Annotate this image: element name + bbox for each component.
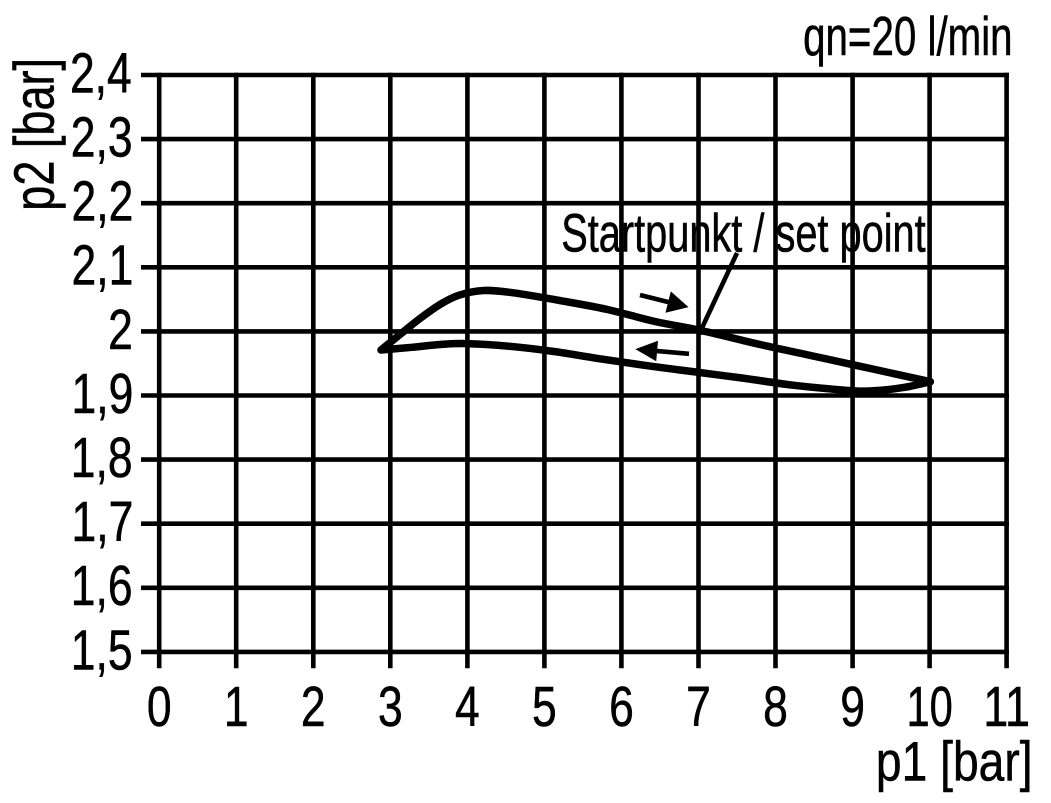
svg-text:2,1: 2,1	[72, 233, 134, 297]
svg-text:0: 0	[147, 675, 172, 739]
svg-text:6: 6	[609, 675, 634, 739]
svg-text:4: 4	[455, 675, 480, 739]
svg-text:1,9: 1,9	[72, 362, 134, 426]
svg-text:1,6: 1,6	[71, 554, 133, 618]
svg-text:2,4: 2,4	[70, 41, 132, 105]
svg-text:1: 1	[224, 675, 249, 739]
svg-text:p2 [bar]: p2 [bar]	[3, 58, 66, 211]
svg-text:2,3: 2,3	[71, 105, 133, 169]
svg-text:p1 [bar]: p1 [bar]	[876, 730, 1033, 792]
svg-text:8: 8	[763, 675, 788, 739]
svg-text:7: 7	[686, 675, 711, 739]
svg-text:2: 2	[108, 298, 133, 362]
svg-text:9: 9	[840, 675, 865, 739]
svg-text:11: 11	[983, 675, 1030, 738]
svg-text:10: 10	[906, 674, 952, 738]
svg-text:1,5: 1,5	[71, 618, 133, 682]
svg-text:2: 2	[301, 675, 326, 739]
svg-text:1,7: 1,7	[72, 490, 134, 554]
svg-text:3: 3	[378, 675, 403, 739]
svg-text:Startpunkt / set point: Startpunkt / set point	[561, 204, 925, 264]
svg-text:5: 5	[532, 675, 557, 739]
svg-text:1,8: 1,8	[71, 426, 133, 490]
svg-text:qn=20 l/min: qn=20 l/min	[803, 6, 1012, 68]
svg-text:2,2: 2,2	[72, 169, 134, 233]
